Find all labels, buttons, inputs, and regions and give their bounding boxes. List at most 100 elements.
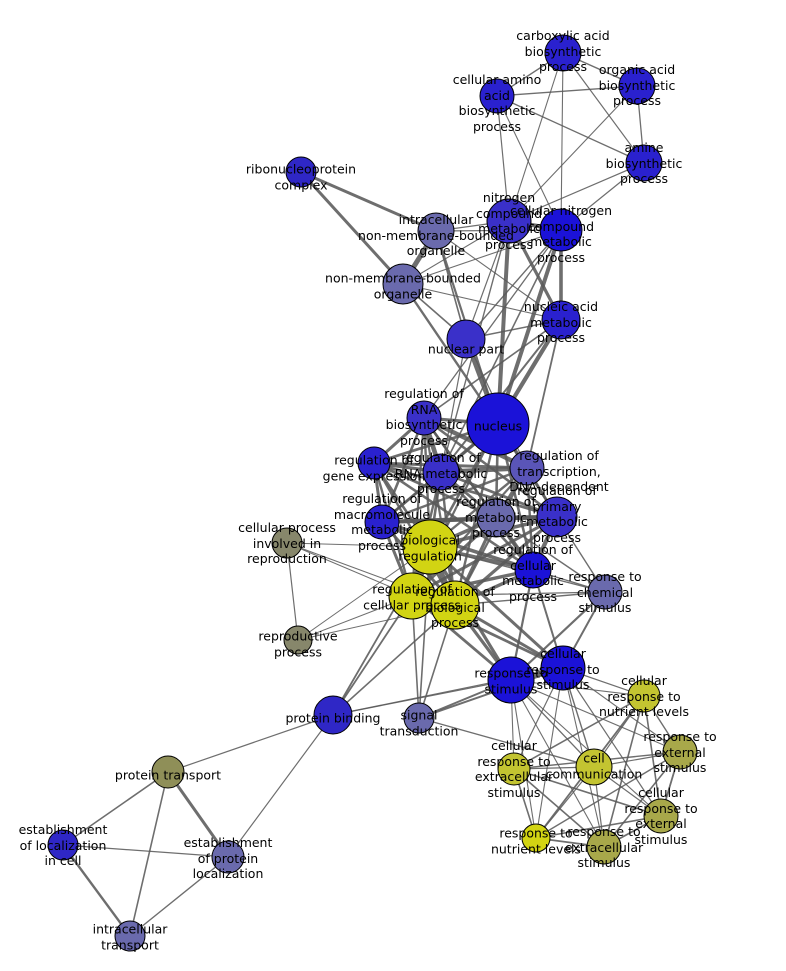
graph-node[interactable]: [540, 645, 586, 691]
graph-edge: [465, 229, 562, 340]
edge-layer: [61, 52, 681, 938]
graph-node[interactable]: [211, 840, 245, 874]
graph-edge: [62, 771, 169, 846]
graph-edge: [167, 714, 334, 773]
graph-node[interactable]: [587, 574, 623, 610]
graph-node[interactable]: [382, 263, 424, 305]
graph-edge: [129, 771, 169, 937]
graph-node[interactable]: [541, 300, 581, 340]
graph-node[interactable]: [521, 823, 551, 853]
graph-edge: [508, 162, 645, 222]
graph-edge: [643, 695, 662, 817]
graph-node[interactable]: [627, 679, 661, 713]
graph-edge: [440, 338, 467, 473]
graph-edge: [299, 170, 438, 233]
graph-edge: [526, 319, 562, 469]
graph-edge: [423, 319, 562, 419]
graph-node[interactable]: [486, 198, 532, 244]
graph-edge: [129, 856, 229, 937]
graph-node[interactable]: [47, 829, 79, 861]
graph-edge: [423, 229, 562, 419]
graph-node[interactable]: [544, 34, 582, 72]
graph-edge: [454, 591, 606, 606]
graph-edge: [380, 520, 535, 572]
graph-edge: [166, 770, 230, 859]
graph-node[interactable]: [446, 319, 486, 359]
graph-edge: [495, 517, 606, 593]
graph-node[interactable]: [479, 78, 515, 114]
graph-edge: [428, 545, 565, 670]
graph-edge: [513, 695, 645, 770]
graph-node[interactable]: [114, 920, 146, 952]
graph-node[interactable]: [625, 144, 663, 182]
graph-edge: [562, 52, 645, 164]
graph-node[interactable]: [618, 67, 656, 105]
graph-edge: [372, 461, 535, 572]
graph-edge: [439, 470, 559, 519]
graph-edge: [535, 815, 662, 839]
graph-node[interactable]: [285, 156, 317, 188]
graph-edge: [418, 667, 564, 719]
graph-node[interactable]: [283, 625, 313, 655]
graph-node[interactable]: [406, 400, 442, 436]
graph-node[interactable]: [271, 527, 303, 559]
graph-node[interactable]: [509, 450, 545, 486]
graph-edge: [62, 844, 229, 858]
graph-node[interactable]: [539, 208, 583, 252]
graph-node[interactable]: [497, 752, 531, 786]
graph-node[interactable]: [487, 656, 535, 704]
graph-node[interactable]: [586, 829, 622, 865]
graph-edge: [603, 751, 681, 848]
graph-edge: [299, 170, 405, 286]
graph-edge: [560, 52, 564, 231]
graph-node[interactable]: [476, 498, 516, 538]
graph-node[interactable]: [514, 551, 552, 589]
graph-edge: [510, 679, 605, 848]
graph-edge: [496, 219, 511, 426]
graph-edge: [402, 283, 562, 321]
graph-node[interactable]: [643, 798, 679, 834]
graph-node[interactable]: [403, 702, 435, 734]
graph-edge: [372, 461, 559, 519]
graph-edge: [440, 229, 562, 473]
graph-node[interactable]: [422, 453, 460, 491]
graph-edge: [402, 229, 562, 285]
graph-node[interactable]: [417, 212, 455, 250]
graph-edge: [380, 515, 559, 524]
graph-edge: [508, 85, 638, 222]
graph-edge: [372, 461, 498, 520]
graph-node[interactable]: [151, 755, 185, 789]
graph-edge: [227, 714, 334, 858]
graph-node[interactable]: [430, 580, 480, 630]
graph-edge: [418, 717, 595, 768]
graph-edge: [513, 768, 605, 848]
graph-edge: [435, 230, 562, 321]
node-layer: [47, 34, 698, 952]
graph-edge: [508, 52, 564, 222]
graph-node[interactable]: [466, 392, 530, 456]
graph-edge: [61, 843, 132, 938]
graph-edge: [535, 667, 564, 839]
graph-edge: [286, 542, 299, 641]
graph-node[interactable]: [575, 748, 613, 786]
graph-edge: [496, 85, 638, 97]
graph-edge: [332, 546, 431, 716]
graph-edge: [603, 695, 645, 848]
graph-node[interactable]: [388, 572, 436, 620]
graph-edge: [380, 416, 426, 524]
graph-edge: [332, 604, 456, 716]
graph-node[interactable]: [313, 695, 353, 735]
graph-edge: [562, 667, 681, 753]
graph-node[interactable]: [402, 519, 458, 575]
graph-edge: [496, 95, 645, 164]
graph-edge: [513, 768, 662, 817]
graph-node[interactable]: [536, 496, 578, 538]
graph-edge: [496, 95, 562, 231]
graph-node[interactable]: [364, 504, 400, 540]
graph-edge: [535, 751, 681, 839]
graph-edge: [332, 595, 413, 716]
graph-edge: [418, 546, 431, 719]
graph-node[interactable]: [662, 734, 698, 770]
graph-node[interactable]: [357, 446, 391, 480]
